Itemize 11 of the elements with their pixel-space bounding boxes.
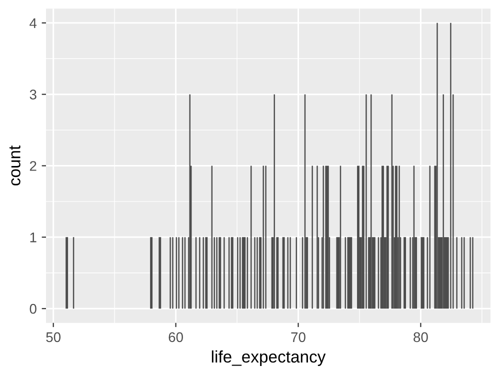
y-axis-title: count	[9, 145, 20, 186]
y-tick-label: 4	[30, 18, 37, 28]
y-tick-label: 0	[30, 304, 36, 314]
y-tick-label: 2	[30, 161, 36, 171]
x-tick-label: 80	[414, 332, 428, 342]
x-tick-label: 70	[291, 332, 306, 342]
x-axis-title: life_expectancy	[212, 350, 326, 366]
x-tick-label: 50	[46, 332, 61, 342]
y-tick-label: 3	[30, 90, 36, 100]
x-tick-label: 60	[168, 332, 183, 342]
y-tick-label: 1	[30, 232, 36, 242]
